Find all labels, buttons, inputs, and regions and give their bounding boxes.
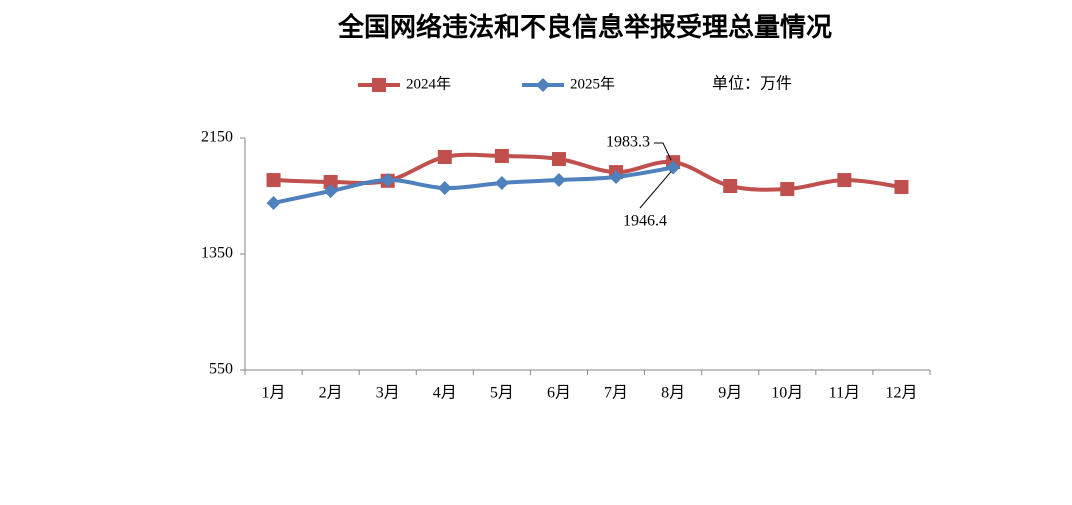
y-tick-label: 1350 (201, 245, 233, 262)
x-tick-label: 1月 (262, 385, 286, 402)
data-point (666, 160, 681, 175)
data-point (266, 195, 281, 210)
data-point (323, 184, 338, 199)
x-tick-label: 9月 (718, 385, 742, 402)
x-tick-label: 4月 (433, 385, 457, 402)
data-label: 1946.4 (623, 213, 667, 230)
data-point (266, 173, 281, 188)
y-tick-label: 2150 (201, 129, 233, 146)
leader-line (654, 142, 672, 161)
x-tick-label: 7月 (604, 385, 628, 402)
data-point (609, 170, 624, 185)
data-point (837, 173, 852, 188)
data-point (494, 175, 509, 190)
data-point (494, 148, 509, 163)
x-tick-label: 12月 (885, 385, 917, 402)
legend-label: 2024年 (406, 75, 451, 92)
data-point (380, 173, 395, 188)
legend-marker (536, 78, 550, 92)
x-tick-label: 2月 (319, 385, 343, 402)
legend-marker (372, 78, 386, 92)
x-tick-label: 8月 (661, 385, 685, 402)
data-label: 1983.3 (606, 134, 650, 151)
data-point (894, 180, 909, 195)
data-point (551, 152, 566, 167)
x-tick-label: 3月 (376, 385, 400, 402)
data-point (437, 149, 452, 164)
y-tick-label: 550 (209, 361, 233, 378)
x-tick-label: 6月 (547, 385, 571, 402)
unit-label: 单位：万件 (712, 75, 792, 93)
x-tick-label: 11月 (829, 385, 860, 402)
x-tick-label: 5月 (490, 385, 514, 402)
data-point (437, 181, 452, 196)
data-point (780, 182, 795, 197)
legend-label: 2025年 (570, 75, 615, 92)
data-point (723, 178, 738, 193)
x-tick-label: 10月 (771, 385, 803, 402)
leader-line (639, 171, 672, 209)
chart-title: 全国网络违法和不良信息举报受理总量情况 (337, 12, 832, 42)
data-point (323, 174, 338, 189)
data-point (551, 173, 566, 188)
